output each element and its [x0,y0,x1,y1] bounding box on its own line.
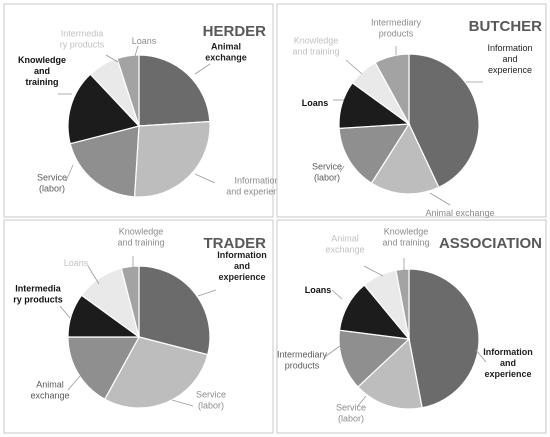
leader-line [65,164,74,182]
pie-slice-service-labor [103,336,209,409]
pie-slice-animal-exchange [138,54,211,127]
slice-label-animal-exchange: Animal exchange [425,208,494,218]
slice-label-information-and-experience: Information and experience [483,347,533,379]
leader-line [345,59,363,75]
pie-slice-service-labor [338,123,411,184]
leader-line [194,173,216,184]
chart-title: HERDER [203,23,267,40]
chart-title: TRADER [204,235,267,252]
leader-line [67,375,81,391]
slice-label-intermedia-ry-products: Intermedia ry products [60,29,105,50]
pie-slice-knowledge-and-training [67,73,141,145]
pie-slice-knowledge-and-training [395,268,410,340]
slice-label-animal-exchange: Animal exchange [30,380,69,401]
slice-label-loans: Loans [302,98,329,108]
leader-line [105,54,119,63]
pie-slice-information-and-experience [138,265,211,356]
leader-line [171,399,194,407]
slice-label-intermediary-products: Intermediary products [277,350,328,371]
pie-slice-service-labor [357,337,423,410]
leader-line [331,289,343,300]
leader-line [475,349,487,363]
pie-panel-herder: HERDER Animal exchange Information and exper… [3,3,288,218]
leader-line [59,305,71,319]
slice-label-knowledge-and-training: Knowledge and training [117,227,164,248]
pie-slice-knowledge-and-training [120,265,140,338]
slice-label-service-labor: Service (labor) [37,173,67,194]
slice-label-knowledge-and-training: Knowledge and training [292,36,339,57]
leader-line [363,265,384,277]
slice-label-information-and-experience: Information and experience [217,250,267,282]
slice-label-service-labor: Service (labor) [312,162,342,183]
pie-slice-information-and-experience [408,268,480,409]
slice-label-loans: Loans [64,258,89,268]
slice-label-knowledge-and-training: Knowledge and training [382,227,429,248]
slice-label-animal-exchange: Animal exchange [205,42,247,63]
pie-panel-association: ASSOCIATION Information and experience Servi… [276,219,547,434]
slice-label-service-labor: Service (labor) [196,390,226,411]
slice-label-knowledge-and-training: Knowledge and training [18,55,66,87]
chart-title: BUTCHER [469,18,542,35]
slice-label-service-labor: Service (labor) [336,403,366,424]
leader-line [87,265,100,285]
leader-line [325,345,341,357]
slice-label-information-and-experience: Information and experience [487,43,532,75]
slice-label-intermediary-products: Intermediary products [371,18,422,39]
pie-slice-service-labor [69,125,140,198]
pie-slice-loans [116,54,140,127]
pie-slice-information-and-experience [408,53,480,189]
leader-line [194,63,211,75]
pie-slice-animal-exchange [370,122,440,195]
slice-label-loans: Loans [132,36,157,46]
slice-label-information-and-experience: Information and experience [226,176,288,197]
chart-title: ASSOCIATION [439,235,542,252]
slice-label-intermedia-ry-products: Intermedia ry products [13,284,63,305]
pie-slice-intermediary-products [374,53,410,125]
pie-slice-information-and-experience [133,120,211,198]
pie-panel-butcher: BUTCHER Information and experience Animal ex… [276,3,547,218]
slice-label-animal-exchange: Animal exchange [325,234,364,255]
leader-line [197,289,217,297]
leader-line [339,165,345,173]
slice-label-loans: Loans [305,285,332,295]
pie-slice-animal-exchange [67,336,141,401]
pie-slice-intermediary-products [338,329,411,388]
leader-line [134,45,139,57]
leader-line [429,192,451,206]
leader-line [356,395,367,408]
